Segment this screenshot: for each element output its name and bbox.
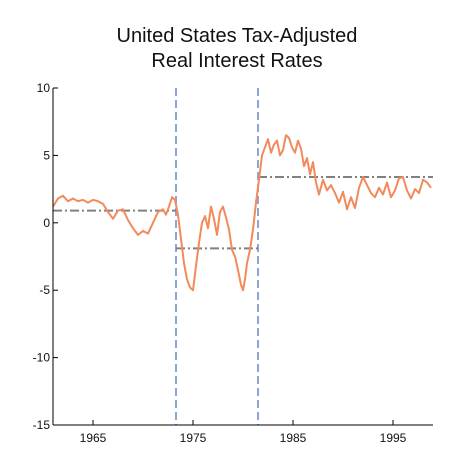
y-tick-label: -10 bbox=[33, 351, 51, 365]
y-tick-label: -15 bbox=[33, 418, 51, 432]
y-tick-label: 5 bbox=[43, 148, 50, 162]
series-layer bbox=[52, 134, 432, 292]
y-tick-label: 0 bbox=[43, 216, 50, 230]
x-tick-label: 1965 bbox=[80, 431, 107, 445]
x-tick-label: 1995 bbox=[380, 431, 407, 445]
chart-title: United States Tax-Adjusted Real Interest… bbox=[0, 24, 474, 74]
regime-layer bbox=[53, 88, 433, 425]
series-line-1 bbox=[52, 134, 432, 292]
x-tick-label: 1985 bbox=[280, 431, 307, 445]
chart-title-line-1: United States Tax-Adjusted bbox=[116, 25, 358, 47]
chart-title-line-2: Real Interest Rates bbox=[151, 50, 323, 72]
y-tick-label: -5 bbox=[39, 283, 50, 297]
axes-layer: 10 5 0 -5 -10 -15 1965 1975 1985 1995 bbox=[33, 81, 433, 445]
y-tick-label: 10 bbox=[37, 81, 51, 95]
x-tick-label: 1975 bbox=[180, 431, 207, 445]
